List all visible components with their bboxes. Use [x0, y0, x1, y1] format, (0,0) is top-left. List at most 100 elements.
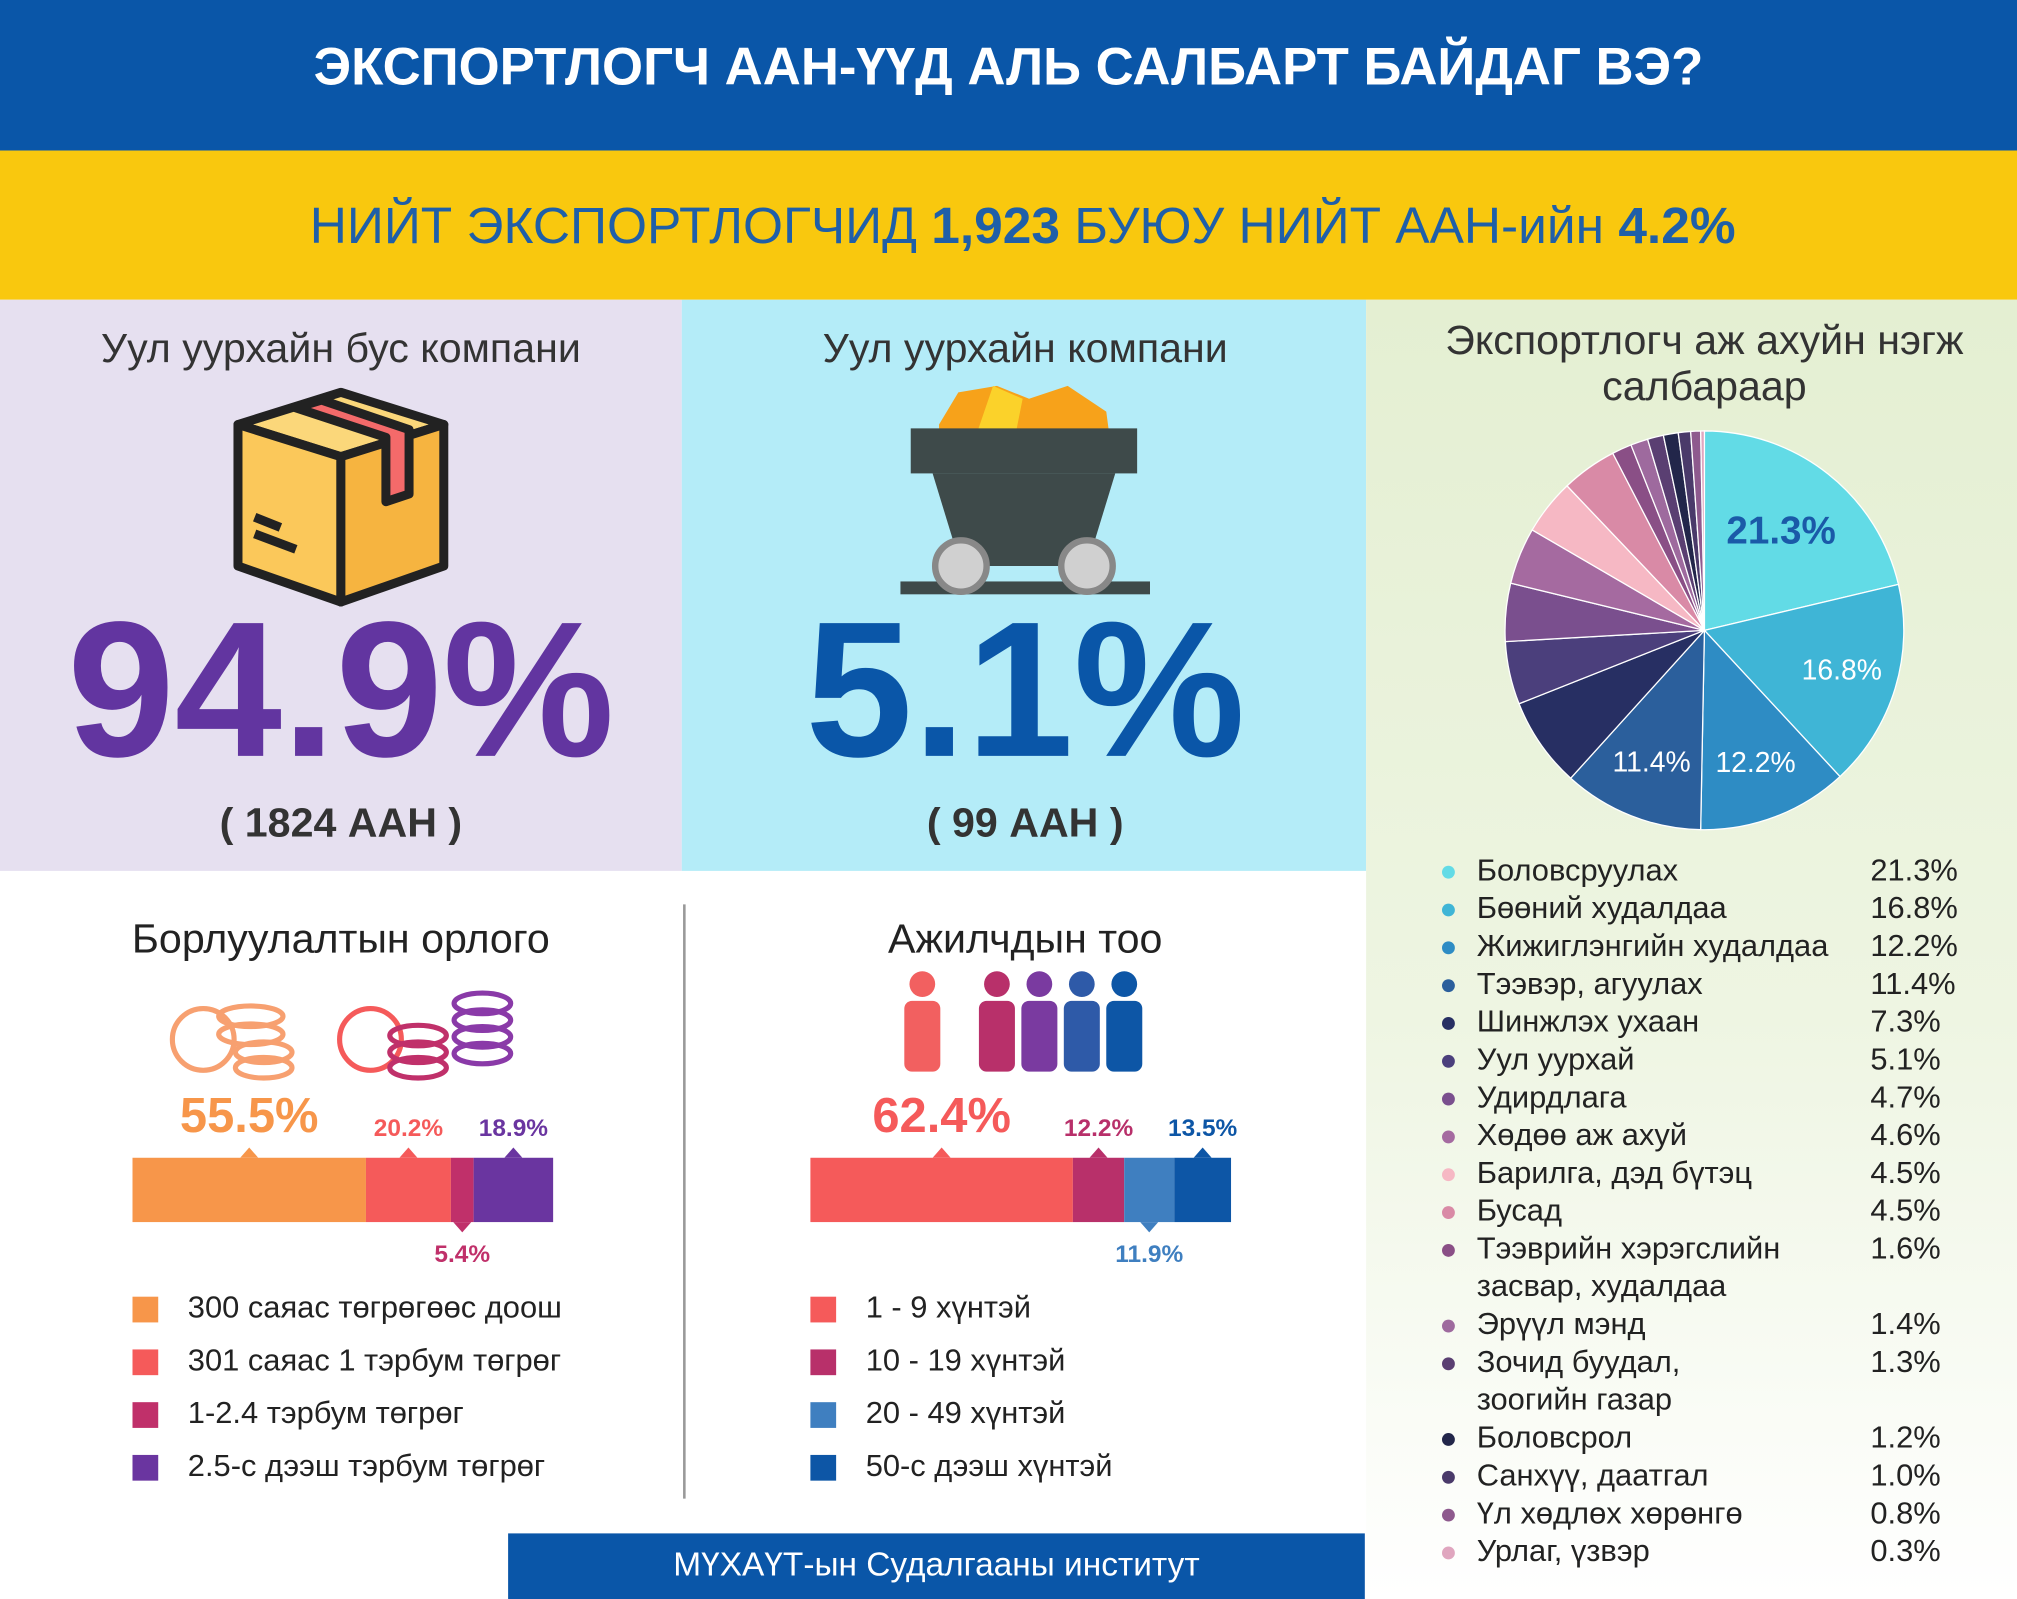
- legend-label: Зочид буудал, зоогийн газар: [1477, 1344, 1681, 1417]
- header-bar: [0, 0, 2017, 151]
- legend-label: Санхүү, даатгал: [1477, 1457, 1709, 1492]
- subtitle-number: 1,923: [931, 196, 1060, 254]
- label-pointer: [932, 1147, 951, 1158]
- people-icon: [904, 971, 1143, 1072]
- legend-value: 16.8%: [1870, 890, 1958, 925]
- legend-label: Боловсрол: [1477, 1420, 1632, 1455]
- subtitle: НИЙТ ЭКСПОРТЛОГЧИД 1,923 БУЮУ НИЙТ ААН-и…: [310, 196, 1736, 254]
- footer: МҮХАҮТ-ын Судалгааны институт: [673, 1547, 1199, 1584]
- data-label: 11.9%: [1115, 1241, 1183, 1268]
- legend-marker: [1442, 1243, 1455, 1257]
- legend-marker: [1442, 1470, 1455, 1484]
- data-label: 13.5%: [1168, 1115, 1238, 1142]
- subtitle-number: 4.2%: [1618, 196, 1735, 254]
- legend-marker: [1442, 1357, 1455, 1371]
- legend-marker: [1442, 1092, 1455, 1106]
- bar-segment: [473, 1157, 554, 1223]
- legend-label: Уул уурхай: [1477, 1041, 1635, 1076]
- legend-marker: [1442, 1433, 1455, 1446]
- legend-label: 20 - 49 хүнтэй: [866, 1395, 1066, 1430]
- legend-label: 301 саяас 1 тэрбум төгрөг: [188, 1342, 561, 1377]
- legend-marker: [1442, 903, 1455, 917]
- legend-value: 1.3%: [1870, 1344, 1940, 1379]
- legend-value: 1.4%: [1870, 1306, 1940, 1341]
- legend-value: 7.3%: [1870, 1004, 1940, 1039]
- legend-label: Урлаг, үзвэр: [1477, 1533, 1650, 1568]
- legend-label: Бөөний худалдаа: [1477, 890, 1728, 925]
- legend-swatch: [810, 1349, 837, 1376]
- legend-value: 1.2%: [1870, 1420, 1940, 1455]
- label-pointer: [1089, 1147, 1108, 1158]
- legend-label: 1-2.4 тэрбум төгрөг: [188, 1395, 464, 1430]
- label-pointer: [240, 1147, 259, 1158]
- pie-slice: [1569, 628, 1706, 831]
- cart-icon: [900, 385, 1150, 595]
- data-label: 11.4%: [1613, 745, 1691, 777]
- data-label: 12.2%: [1064, 1115, 1134, 1142]
- panel-count: ( 99 ААН ): [927, 800, 1124, 846]
- data-label: 55.5%: [180, 1089, 319, 1143]
- data-label: 16.8%: [1802, 654, 1882, 686]
- legend-label: Тээврийн хэрэгслийн засвар, худалдаа: [1477, 1231, 1781, 1304]
- legend-marker: [1442, 1206, 1455, 1219]
- legend-marker: [1442, 979, 1455, 993]
- legend-label: Удирдлага: [1477, 1079, 1628, 1114]
- legend-swatch: [132, 1296, 159, 1323]
- pie-slice: [1703, 430, 1900, 632]
- legend-marker: [1442, 1546, 1455, 1560]
- legend-value: 4.7%: [1870, 1079, 1940, 1114]
- pie-slice: [1703, 583, 1905, 778]
- legend-line: засвар, худалдаа: [1477, 1268, 1727, 1303]
- data-label: 12.2%: [1715, 746, 1795, 778]
- panel-title: Уул уурхайн компани: [823, 325, 1228, 371]
- bar-segment: [132, 1157, 366, 1223]
- legend-marker: [1442, 1130, 1455, 1144]
- title-line: салбараар: [1602, 363, 1807, 409]
- bar-segment: [450, 1157, 474, 1223]
- panel-share: 94.9%: [67, 581, 614, 797]
- panel-share: 5.1%: [805, 581, 1245, 797]
- label-pointer: [399, 1147, 418, 1158]
- legend-value: 12.2%: [1870, 928, 1958, 963]
- legend-line: Тээврийн хэрэгслийн: [1477, 1231, 1781, 1266]
- legend-value: 5.1%: [1870, 1041, 1940, 1076]
- legend-swatch: [810, 1296, 837, 1323]
- header-title: ЭКСПОРТЛОГЧ ААН-ҮҮД АЛЬ САЛБАРТ БАЙДАГ В…: [314, 36, 1704, 97]
- legend-marker: [1442, 1168, 1455, 1182]
- legend-value: 1.6%: [1870, 1231, 1940, 1266]
- legend-label: 2.5-с дээш тэрбум төгрөг: [188, 1448, 545, 1483]
- legend-line: Зочид буудал,: [1477, 1344, 1681, 1379]
- pie-slice: [1700, 430, 1706, 631]
- legend-value: 4.5%: [1870, 1193, 1940, 1228]
- legend-label: 50-с дээш хүнтэй: [866, 1448, 1113, 1483]
- chart-title: Экспортлогч аж ахуйн нэгж салбараар: [1445, 317, 1964, 409]
- box-icon: [233, 387, 449, 607]
- legend-value: 0.8%: [1870, 1495, 1940, 1530]
- panel-count: ( 1824 ААН ): [220, 800, 462, 846]
- legend-value: 0.3%: [1870, 1533, 1940, 1568]
- data-label: 5.4%: [434, 1241, 490, 1268]
- legend-value: 4.5%: [1870, 1155, 1940, 1190]
- chart-title: Ажилчдын тоо: [888, 916, 1162, 962]
- legend-value: 1.0%: [1870, 1457, 1940, 1492]
- subtitle-bar: [0, 150, 2017, 300]
- legend-marker: [1442, 1017, 1455, 1030]
- legend-value: 11.4%: [1870, 966, 1955, 1001]
- bar-segment: [1174, 1157, 1232, 1223]
- subtitle-part: НИЙТ ЭКСПОРТЛОГЧИД: [310, 196, 932, 254]
- legend-label: Барилга, дэд бүтэц: [1477, 1155, 1752, 1190]
- legend-swatch: [132, 1454, 159, 1481]
- legend-label: Жижиглэнгийн худалдаа: [1477, 928, 1830, 963]
- legend-label: 10 - 19 хүнтэй: [866, 1342, 1066, 1377]
- bar-segment: [365, 1157, 451, 1223]
- footer-bar: [508, 1533, 1365, 1599]
- legend-label: Боловсруулах: [1477, 852, 1679, 887]
- legend-label: Бусад: [1477, 1193, 1562, 1228]
- label-pointer: [1140, 1222, 1159, 1233]
- legend-swatch: [132, 1349, 159, 1376]
- data-label: 18.9%: [479, 1115, 549, 1142]
- label-pointer: [453, 1222, 472, 1233]
- legend-swatch: [810, 1402, 837, 1428]
